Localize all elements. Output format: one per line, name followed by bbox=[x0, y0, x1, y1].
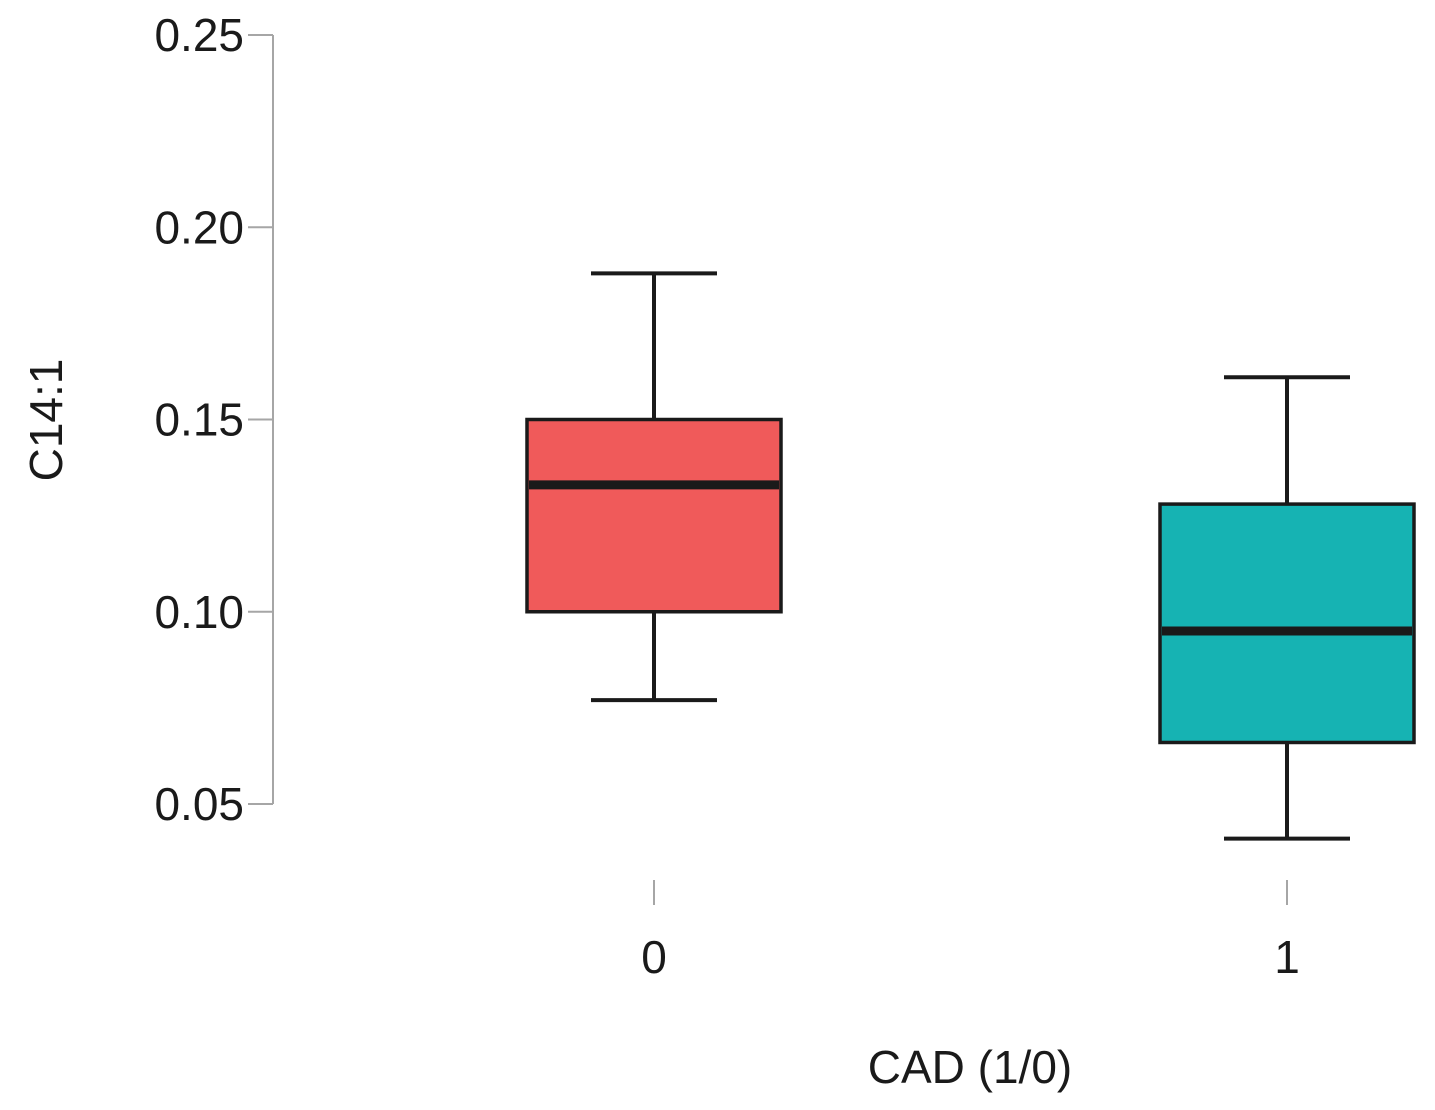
y-axis-title: C14:1 bbox=[20, 359, 72, 482]
y-tick-label: 0.10 bbox=[154, 586, 244, 638]
box-group-1 bbox=[1158, 375, 1416, 841]
iqr-box bbox=[1158, 502, 1416, 745]
y-tick-label: 0.25 bbox=[154, 9, 244, 61]
y-axis-ticks: 0.05 0.10 0.15 0.20 0.25 bbox=[154, 9, 273, 830]
x-axis-title: CAD (1/0) bbox=[868, 1041, 1072, 1093]
x-tick-label: 1 bbox=[1274, 931, 1300, 983]
y-tick-label: 0.05 bbox=[154, 778, 244, 830]
box-group-0 bbox=[525, 271, 783, 703]
y-axis: 0.05 0.10 0.15 0.20 0.25 bbox=[154, 9, 274, 830]
y-tick-label: 0.20 bbox=[154, 201, 244, 253]
iqr-box bbox=[525, 417, 783, 614]
boxes bbox=[525, 271, 1416, 841]
y-tick-label: 0.15 bbox=[154, 394, 244, 446]
x-tick-label: 0 bbox=[641, 931, 667, 983]
